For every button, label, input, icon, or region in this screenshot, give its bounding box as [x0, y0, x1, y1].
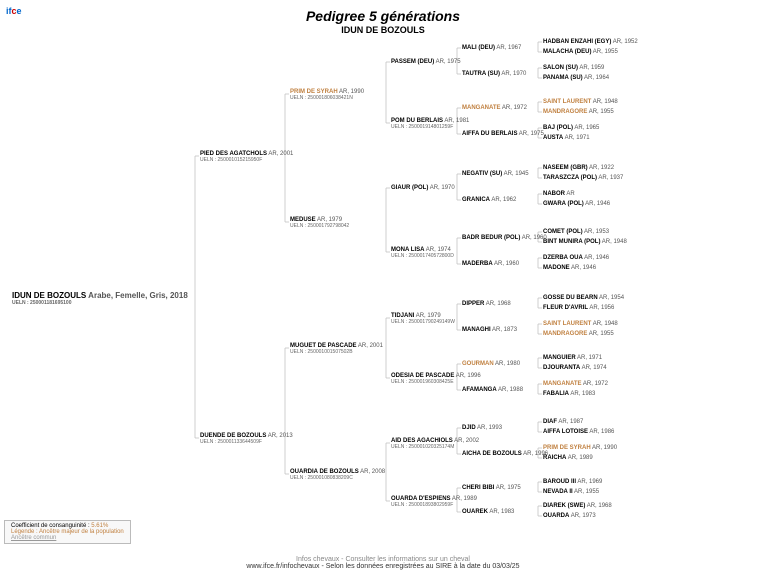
ancestor-node: CHERI BIBI AR, 1975 — [462, 485, 521, 492]
ancestor-node: DIAF AR, 1987 — [543, 419, 583, 426]
ancestor-node: PANAMA (SU) AR, 1964 — [543, 75, 609, 82]
ancestor-node: ODESIA DE PASCADE AR, 1996UELN : 2500019… — [391, 373, 481, 385]
ancestor-node: GIAUR (POL) AR, 1970 — [391, 185, 455, 192]
ancestor-node: NABOR AR — [543, 191, 575, 198]
ancestor-node: GOURMAN AR, 1980 — [462, 361, 520, 368]
ancestor-node: TIDJANI AR, 1979UELN : 250001790249149W — [391, 313, 455, 325]
ancestor-node: DIAREK (SWE) AR, 1968 — [543, 503, 612, 510]
ancestor-node: OUARDA AR, 1973 — [543, 513, 596, 520]
legend-box: Coefficient de consanguinité : 5.61% Lég… — [4, 520, 131, 544]
ancestor-node: AFAMANGA AR, 1988 — [462, 387, 523, 394]
ancestor-node: SAINT LAURENT AR, 1948 — [543, 99, 618, 106]
ancestor-node: NEGATIV (SU) AR, 1945 — [462, 171, 529, 178]
ancestor-node: BINT MUNIRA (POL) AR, 1948 — [543, 239, 627, 246]
ancestor-node: SALON (SU) AR, 1959 — [543, 65, 604, 72]
ancestor-node: OUAREK AR, 1983 — [462, 509, 514, 516]
ancestor-node: BAJ (POL) AR, 1965 — [543, 125, 599, 132]
ancestor-node: MUGUET DE PASCADE AR, 2001UELN : 2500010… — [290, 343, 383, 355]
ancestor-node: DZERBA OUA AR, 1946 — [543, 255, 609, 262]
footer-line1: Infos chevaux - Consulter les informatio… — [0, 556, 766, 563]
ancestor-node: MANGUIER AR, 1971 — [543, 355, 602, 362]
ancestor-node: NEVADA II AR, 1955 — [543, 489, 599, 496]
ancestor-node: PASSEM (DEU) AR, 1975 — [391, 59, 461, 66]
ancestor-node: AICHA DE BOZOULS AR, 1996 — [462, 451, 548, 458]
subject-ueln: UELN : 250001181695100 — [12, 301, 188, 307]
ancestor-node: MALACHA (DEU) AR, 1955 — [543, 49, 618, 56]
ancestor-node: PRIM DE SYRAH AR, 1990 — [543, 445, 617, 452]
ancestor-node: DUENDE DE BOZOULS AR, 2013UELN : 2500011… — [200, 433, 293, 445]
ancestor-node: MANDRAGORE AR, 1955 — [543, 331, 614, 338]
ancestor-node: DJOURANTA AR, 1974 — [543, 365, 607, 372]
ancestor-node: BAROUD III AR, 1969 — [543, 479, 602, 486]
ancestor-node: MADONE AR, 1946 — [543, 265, 596, 272]
ancestor-node: FLEUR D'AVRIL AR, 1956 — [543, 305, 614, 312]
logo: ifce — [6, 6, 22, 16]
subject-node: IDUN DE BOZOULS Arabe, Femelle, Gris, 20… — [12, 292, 188, 306]
ancestor-node: OUARDA D'ESPIENS AR, 1989UELN : 25000189… — [391, 496, 477, 508]
ancestor-node: COMET (POL) AR, 1953 — [543, 229, 609, 236]
ancestor-node: PRIM DE SYRAH AR, 1990UELN : 25000180603… — [290, 89, 364, 101]
subject-name: IDUN DE BOZOULS — [12, 291, 86, 300]
ancestor-node: RAICHA AR, 1989 — [543, 455, 593, 462]
ancestor-node: GOSSE DU BEARN AR, 1954 — [543, 295, 624, 302]
ancestor-node: NASEEM (GBR) AR, 1922 — [543, 165, 614, 172]
ancestor-node: MANDRAGORE AR, 1955 — [543, 109, 614, 116]
ancestor-node: TARASZCZA (POL) AR, 1937 — [543, 175, 623, 182]
ancestor-node: MALI (DEU) AR, 1967 — [462, 45, 521, 52]
pedigree-tree: PIED DES AGATCHOLS AR, 2001UELN : 250001… — [0, 28, 766, 528]
ancestor-node: BADR BEDUR (POL) AR, 1960 — [462, 235, 547, 242]
ancestor-node: GWARA (POL) AR, 1946 — [543, 201, 610, 208]
ancestor-node: DJID AR, 1993 — [462, 425, 502, 432]
tree-connectors — [0, 28, 766, 528]
ancestor-node: AIFFA DU BERLAIS AR, 1975 — [462, 131, 544, 138]
ancestor-node: MANAGHI AR, 1873 — [462, 327, 517, 334]
ancestor-node: MEDUSE AR, 1979UELN : 250001792798042 — [290, 217, 349, 229]
ancestor-node: MANGANATE AR, 1972 — [543, 381, 608, 388]
ancestor-node: TAUTRA (SU) AR, 1970 — [462, 71, 526, 78]
legend-common: Ancêtre commun — [11, 535, 124, 541]
ancestor-node: GRANICA AR, 1962 — [462, 197, 516, 204]
ancestor-node: AUSTA AR, 1971 — [543, 135, 590, 142]
ancestor-node: MONA LISA AR, 1974UELN : 250001740572800… — [391, 247, 454, 259]
ancestor-node: PIED DES AGATCHOLS AR, 2001UELN : 250001… — [200, 151, 293, 163]
ancestor-node: MANGANATE AR, 1972 — [462, 105, 527, 112]
ancestor-node: HADBAN ENZAHI (EGY) AR, 1952 — [543, 39, 638, 46]
ancestor-node: FABALIA AR, 1983 — [543, 391, 595, 398]
page-title: Pedigree 5 générations — [4, 8, 762, 24]
ancestor-node: OUARDIA DE BOZOULS AR, 2008UELN : 250001… — [290, 469, 385, 481]
footer: Infos chevaux - Consulter les informatio… — [0, 556, 766, 570]
subject-desc: Arabe, Femelle, Gris, 2018 — [88, 291, 188, 300]
ancestor-node: POM DU BERLAIS AR, 1981UELN : 2500019148… — [391, 118, 469, 130]
ancestor-node: DIPPER AR, 1968 — [462, 301, 511, 308]
ancestor-node: AID DES AGACHIOLS AR, 2002UELN : 2500010… — [391, 438, 479, 450]
ancestor-node: AIFFA LOTOISE AR, 1986 — [543, 429, 614, 436]
ancestor-node: SAINT LAURENT AR, 1948 — [543, 321, 618, 328]
footer-line2: www.ifce.fr/infochevaux - Selon les donn… — [0, 563, 766, 570]
ancestor-node: MADERBA AR, 1960 — [462, 261, 519, 268]
